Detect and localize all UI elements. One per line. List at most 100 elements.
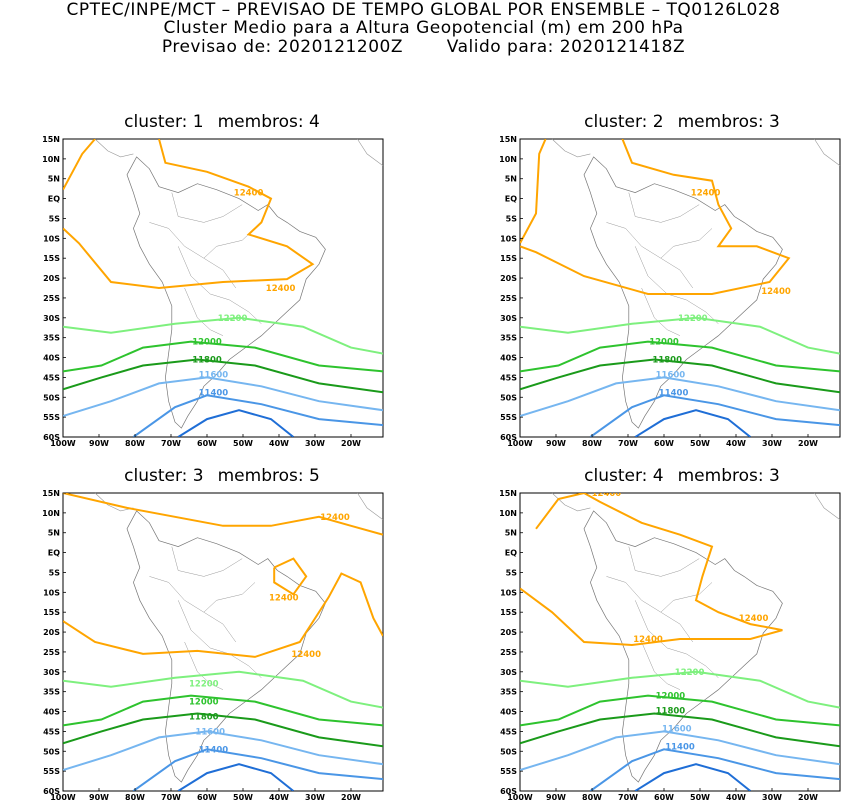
- lat-tick-label: 15N: [42, 135, 60, 144]
- lon-tick-label: 100W: [507, 439, 533, 448]
- contour-label: 11400: [659, 388, 689, 398]
- header-title: CPTEC/INPE/MCT – PREVISAO DE TEMPO GLOBA…: [66, 0, 781, 20]
- contour-label: 12000: [649, 338, 679, 348]
- contour-11800: [520, 712, 840, 748]
- lon-tick-label: 60W: [654, 439, 674, 448]
- contour-label: 12200: [218, 314, 248, 324]
- contour-12200: [520, 316, 840, 355]
- lon-tick-label: 40W: [726, 439, 746, 448]
- lat-tick-label: 60S: [43, 787, 60, 796]
- country-border: [177, 246, 262, 324]
- header-subtitle: Cluster Medio para a Altura Geopotencial…: [163, 18, 684, 38]
- contour-12400: [63, 493, 383, 536]
- lat-tick-label: 10N: [499, 155, 517, 164]
- contour-11200: [177, 763, 295, 791]
- panel-title: cluster: 2 membros: 3: [584, 112, 780, 132]
- lon-tick-label: 70W: [161, 439, 181, 448]
- contour-label: 12400: [266, 284, 296, 294]
- contour-label: 12400: [234, 189, 264, 199]
- lon-tick-label: 80W: [125, 793, 145, 802]
- lat-tick-label: 5S: [49, 568, 61, 577]
- lon-tick-label: 70W: [161, 793, 181, 802]
- panel-title: cluster: 4 membros: 3: [584, 466, 780, 486]
- lat-tick-label: 55S: [43, 767, 60, 776]
- lat-tick-label: EQ: [505, 195, 517, 204]
- lon-tick-label: 30W: [762, 793, 782, 802]
- lat-tick-label: 5N: [48, 175, 60, 184]
- panel-title: cluster: 1 membros: 4: [124, 112, 320, 132]
- contour-label: 12400: [320, 513, 350, 523]
- contour-label: 12200: [675, 668, 705, 678]
- lat-tick-label: 30S: [43, 668, 60, 677]
- contour-11800: [520, 358, 840, 394]
- central-america-coast: [94, 492, 134, 512]
- contour-label: 11600: [656, 370, 686, 380]
- lat-tick-label: 15N: [42, 489, 60, 498]
- contour-11200: [634, 409, 752, 437]
- lat-tick-label: 30S: [500, 314, 517, 323]
- lat-tick-label: 10N: [42, 155, 60, 164]
- lon-tick-label: 60W: [654, 793, 674, 802]
- lon-tick-label: 30W: [305, 439, 325, 448]
- contour-11600: [520, 730, 840, 772]
- country-border: [606, 222, 694, 289]
- map-3: 12400 12400 12400 12200 12000 11800 11600 11400…: [42, 489, 384, 802]
- lat-tick-label: 40S: [500, 354, 517, 363]
- lat-tick-label: 25S: [43, 294, 60, 303]
- contour-label: 11400: [199, 388, 229, 398]
- lat-tick-label: 55S: [500, 767, 517, 776]
- lon-tick-label: 90W: [89, 793, 109, 802]
- lat-tick-label: 5N: [505, 175, 517, 184]
- lat-tick-label: EQ: [505, 549, 517, 558]
- lon-tick-label: 20W: [798, 439, 818, 448]
- contour-label: 12000: [656, 692, 686, 702]
- contour-12400: [535, 493, 585, 530]
- lat-tick-label: 45S: [43, 727, 60, 736]
- map-frame: [519, 138, 841, 438]
- lat-tick-label: 60S: [500, 787, 517, 796]
- lat-tick-label: 50S: [500, 393, 517, 402]
- contour-12200: [63, 670, 383, 709]
- forecast-date: Previsao de: 2020121200Z: [161, 37, 403, 57]
- lat-tick-label: 10S: [500, 234, 517, 243]
- contour-11400: [132, 748, 383, 791]
- contour-label: 12400: [592, 489, 622, 499]
- lon-tick-label: 20W: [341, 793, 361, 802]
- contour-11200: [177, 409, 295, 437]
- contour-label: 12400: [691, 189, 721, 199]
- lat-tick-label: 10N: [42, 509, 60, 518]
- lat-tick-label: 60S: [500, 433, 517, 442]
- lat-tick-label: 40S: [500, 708, 517, 717]
- panel-title: cluster: 3 membros: 5: [124, 466, 320, 486]
- map-frame: [62, 492, 384, 792]
- africa-coast: [357, 492, 384, 521]
- lat-tick-label: 10N: [499, 509, 517, 518]
- contour-label: 11600: [199, 370, 229, 380]
- lat-tick-label: 15S: [500, 608, 517, 617]
- country-border: [660, 582, 713, 613]
- contour-11600: [520, 376, 840, 418]
- lat-tick-label: 15N: [499, 489, 517, 498]
- country-border: [634, 600, 719, 678]
- contour-12400: [520, 139, 547, 244]
- lat-tick-label: 40S: [43, 354, 60, 363]
- lon-tick-label: 80W: [582, 793, 602, 802]
- contour-label: 12200: [189, 680, 219, 690]
- africa-coast: [814, 492, 841, 521]
- country-border: [641, 641, 681, 690]
- contour-11600: [63, 376, 383, 418]
- lon-tick-label: 90W: [546, 793, 566, 802]
- lat-tick-label: 15S: [43, 608, 60, 617]
- country-border: [184, 641, 224, 690]
- lat-tick-label: 55S: [500, 413, 517, 422]
- contour-label: 11800: [656, 707, 686, 717]
- lat-tick-label: 50S: [43, 393, 60, 402]
- lat-tick-label: 25S: [500, 648, 517, 657]
- lon-tick-label: 100W: [50, 793, 76, 802]
- central-america-coast: [551, 138, 591, 158]
- contour-12400: [520, 493, 783, 647]
- map-frame: [519, 492, 841, 792]
- lon-tick-label: 40W: [269, 793, 289, 802]
- country-border: [634, 246, 719, 324]
